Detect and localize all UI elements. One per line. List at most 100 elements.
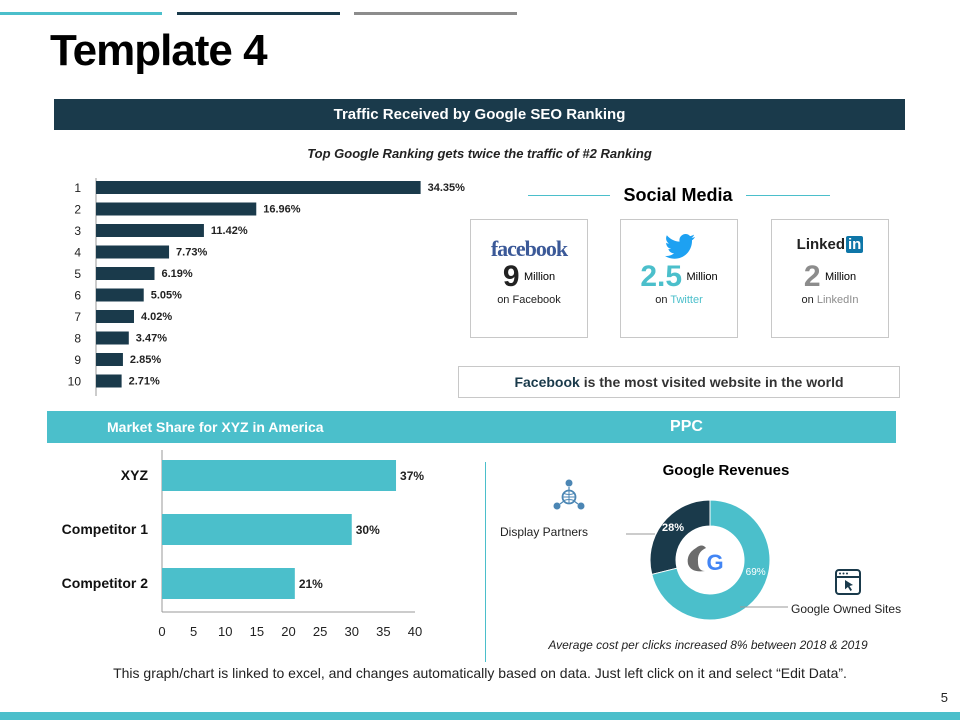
social-title-line-right: [746, 195, 830, 196]
market-bar-value-label: 37%: [400, 469, 424, 483]
linkedin-logo: Linked in: [772, 236, 888, 253]
money-bag-icon: [687, 545, 706, 572]
display-partners-icon: [553, 479, 585, 510]
seo-bar[interactable]: [96, 202, 257, 216]
section-divider: [485, 462, 486, 662]
display-partners-label: Display Partners: [500, 525, 589, 539]
page-title: Template 4: [50, 26, 268, 75]
twitter-on-name: Twitter: [670, 294, 703, 306]
seo-rank-label: 3: [74, 224, 81, 238]
facebook-on-name: Facebook: [512, 294, 561, 306]
market-x-tick-label: 5: [190, 624, 197, 639]
facebook-card: facebook 9 Million on Facebook: [470, 219, 588, 338]
seo-bar-value-label: 4.02%: [141, 311, 172, 323]
twitter-card: 2.5 Million on Twitter: [620, 219, 738, 338]
linkedin-card: Linked in 2 Million on LinkedIn: [771, 219, 889, 338]
seo-bar[interactable]: [96, 267, 155, 280]
seo-rank-label: 1: [74, 181, 81, 195]
social-title-line-left: [528, 195, 610, 196]
market-x-tick-label: 30: [345, 624, 359, 639]
facebook-logo: facebook: [490, 236, 568, 261]
linkedin-on-prefix: on: [801, 294, 817, 306]
facebook-unit: Million: [523, 271, 556, 283]
linkedin-number: 2: [803, 260, 821, 293]
market-bar-value-label: 30%: [356, 523, 380, 537]
twitter-on-prefix: on: [655, 294, 671, 306]
linkedin-logo-in: in: [846, 236, 864, 253]
twitter-unit: Million: [686, 271, 718, 283]
google-g-icon: G: [706, 550, 723, 575]
seo-bar-value-label: 6.19%: [161, 268, 192, 280]
market-x-tick-label: 20: [281, 624, 295, 639]
top-accent-bar-dark: [177, 12, 340, 15]
market-share-band-label: Market Share for XYZ in America: [107, 419, 324, 435]
google-owned-sites-label: Google Owned Sites: [791, 602, 902, 616]
facebook-on-prefix: on: [497, 294, 513, 306]
market-bar[interactable]: [162, 460, 397, 491]
google-revenues-title: Google Revenues: [662, 462, 790, 479]
market-category-label: XYZ: [121, 467, 149, 483]
seo-bar-value-label: 2.85%: [130, 354, 161, 366]
ppc-band: PPC: [477, 411, 896, 443]
seo-ranking-chart[interactable]: 1 34.35% 2 16.96% 3 11.42% 4 7.73% 5 6.19% 6 5.05% 7…: [54, 178, 474, 398]
seo-bar[interactable]: [96, 331, 129, 345]
market-x-tick-label: 10: [218, 624, 232, 639]
ppc-band-label: PPC: [670, 418, 703, 435]
market-x-tick-label: 40: [408, 624, 422, 639]
market-x-tick-label: 15: [250, 624, 264, 639]
market-bar[interactable]: [162, 514, 352, 545]
avg-cpc-note: Average cost per clicks increased 8% bet…: [548, 638, 868, 652]
market-share-band: Market Share for XYZ in America: [47, 411, 477, 443]
seo-bar-value-label: 34.35%: [428, 182, 466, 194]
linkedin-unit: Million: [824, 271, 857, 283]
seo-bar-value-label: 5.05%: [151, 290, 182, 302]
seo-rank-label: 4: [74, 246, 81, 260]
seo-rank-label: 8: [74, 332, 81, 346]
donut-label-google-owned: 69%: [746, 567, 766, 578]
seo-rank-label: 6: [74, 289, 81, 303]
seo-rank-label: 9: [74, 353, 81, 367]
market-x-tick-label: 25: [313, 624, 327, 639]
top-accent-bar-teal: [0, 12, 162, 15]
bottom-accent-bar: [0, 712, 960, 720]
seo-rank-label: 7: [74, 310, 81, 324]
seo-rank-label: 2: [74, 203, 81, 217]
seo-bar[interactable]: [96, 245, 170, 259]
market-x-tick-label: 35: [376, 624, 390, 639]
twitter-number: 2.5: [640, 260, 683, 293]
seo-bar-value-label: 3.47%: [136, 333, 167, 345]
seo-bar[interactable]: [96, 310, 134, 323]
market-x-tick-label: 0: [158, 624, 165, 639]
twitter-bird-icon: [664, 234, 695, 259]
social-media-title: Social Media: [623, 185, 733, 205]
seo-bar[interactable]: [96, 181, 421, 194]
seo-band-header: Traffic Received by Google SEO Ranking: [54, 99, 905, 130]
linkedin-logo-text: Linked: [796, 236, 845, 253]
seo-bar-value-label: 11.42%: [211, 225, 248, 237]
market-bar-value-label: 21%: [299, 577, 323, 591]
footer-note: This graph/chart is linked to excel, and…: [113, 665, 847, 681]
browser-click-icon: [835, 569, 861, 595]
fact-highlight: Facebook: [514, 374, 580, 390]
seo-rank-label: 5: [74, 267, 81, 281]
market-bar[interactable]: [162, 568, 295, 599]
seo-bar-value-label: 2.71%: [129, 376, 160, 388]
donut-slice[interactable]: [651, 499, 771, 621]
seo-bar[interactable]: [96, 288, 144, 302]
seo-rank-label: 10: [68, 375, 82, 389]
donut-label-display-partners: 28%: [662, 522, 684, 534]
fact-rest: is the most visited website in the world: [579, 374, 844, 390]
seo-bar-value-label: 7.73%: [176, 247, 207, 259]
market-share-chart[interactable]: XYZ 37% Competitor 1 30% Competitor 2 21% 0 5 10…: [40, 450, 460, 650]
facebook-number: 9: [502, 260, 520, 293]
top-accent-bar-gray: [354, 12, 517, 15]
social-fact-box: Facebook is the most visited website in …: [458, 366, 900, 398]
seo-bar[interactable]: [96, 224, 204, 237]
market-category-label: Competitor 1: [62, 521, 149, 537]
page-number: 5: [940, 690, 948, 705]
seo-bar[interactable]: [96, 353, 123, 366]
donut-slice[interactable]: [649, 499, 711, 576]
market-category-label: Competitor 2: [62, 575, 149, 591]
seo-bar[interactable]: [96, 374, 122, 388]
google-revenues-donut[interactable]: 28% 69% G: [620, 490, 790, 630]
